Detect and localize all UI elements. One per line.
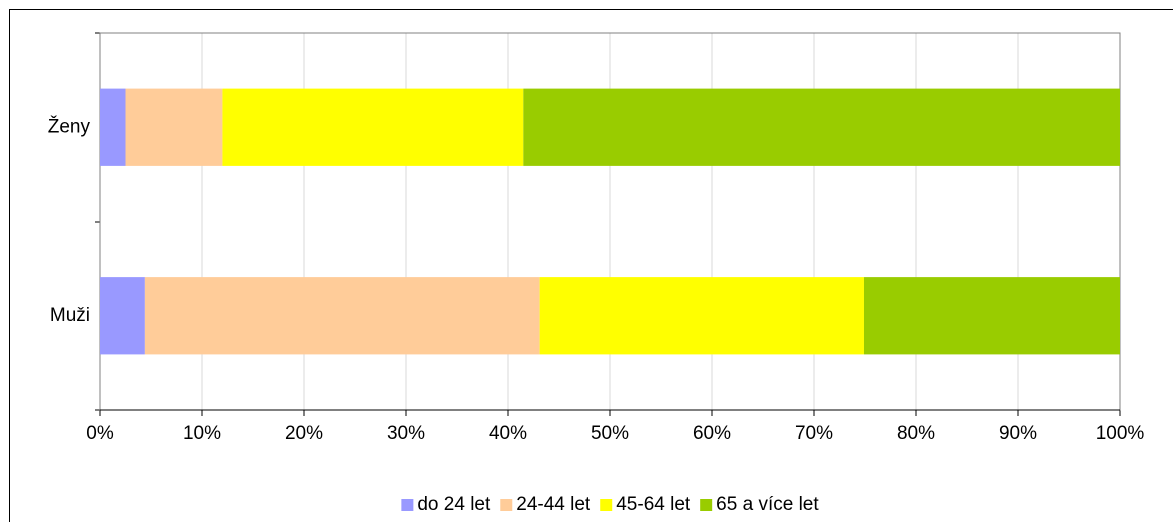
legend-label: 65 a více let [716,494,819,515]
x-tick-label: 60% [693,423,731,444]
bar-segment [125,88,223,166]
x-tick-label: 70% [795,423,833,444]
x-tick-label: 50% [591,423,629,444]
x-tick-label: 100% [1096,423,1145,444]
x-tick-label: 90% [999,423,1037,444]
chart-frame [9,9,1173,522]
bar-segment [144,277,540,355]
x-tick-label: 10% [183,423,221,444]
legend-label: 45-64 let [616,494,691,515]
bar-segment [539,277,864,355]
x-tick-label: 40% [489,423,527,444]
x-tick-label: 80% [897,423,935,444]
legend-label: do 24 let [417,494,491,515]
x-tick-label: 20% [285,423,323,444]
legend-swatch [700,499,713,511]
y-tick-label: Ženy [48,115,91,137]
bar-segment [863,277,1120,355]
bar-segment [100,88,126,166]
legend: do 24 let 24-44 let 45-64 let 65 a více let [401,494,819,515]
y-tick-label: Muži [50,305,90,326]
legend-swatch [500,499,513,511]
legend-label: 24-44 let [516,494,591,515]
x-tick-label: 30% [387,423,425,444]
bar-segment [100,277,145,355]
legend-swatch [600,499,613,511]
bar-segment [222,88,524,166]
bar-segment [523,88,1120,166]
x-tick-label: 0% [86,423,114,444]
legend-swatch [401,499,414,511]
